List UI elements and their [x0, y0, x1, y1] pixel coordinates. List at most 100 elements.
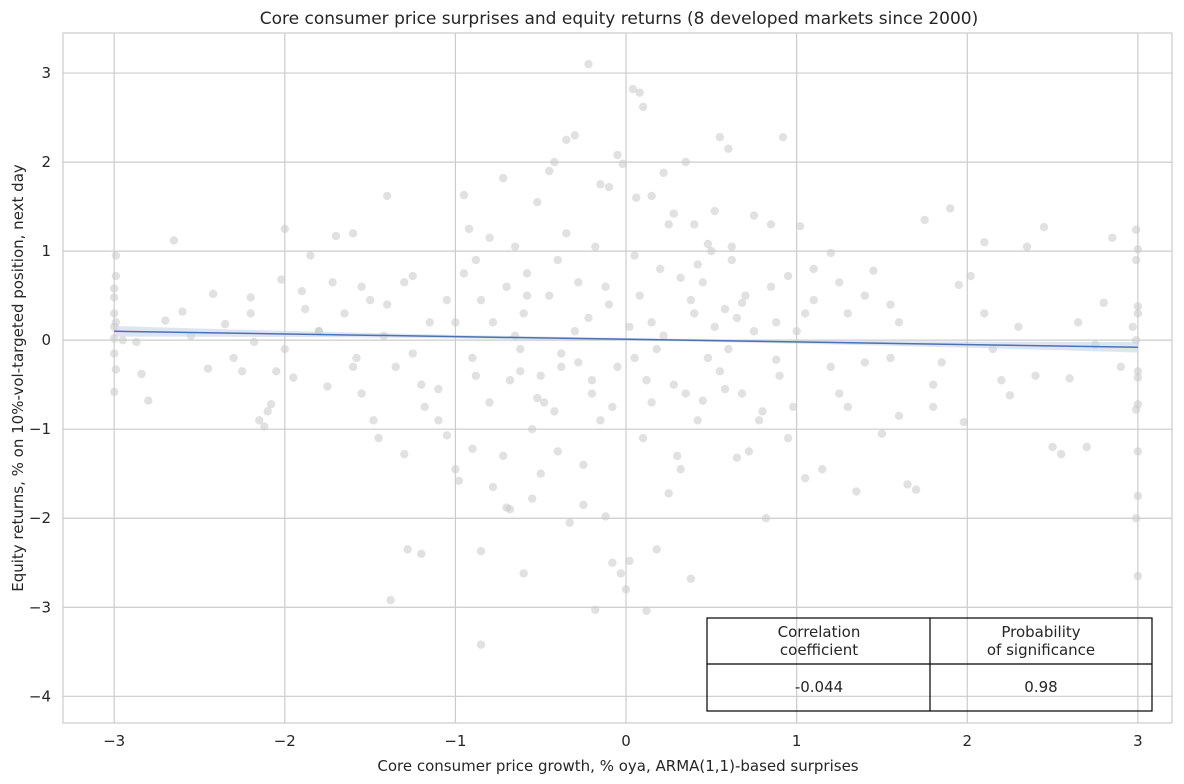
- scatter-point: [519, 569, 528, 578]
- scatter-point: [357, 282, 366, 291]
- scatter-point: [1073, 318, 1083, 327]
- scatter-point: [826, 248, 835, 258]
- scatter-point: [766, 282, 776, 291]
- scatter-point: [737, 389, 747, 398]
- scatter-point: [237, 367, 247, 376]
- scatter-point: [420, 402, 429, 412]
- scatter-point: [468, 444, 477, 453]
- stats-table-header-correlation: Correlation coefficient: [778, 623, 861, 659]
- scatter-point: [795, 222, 805, 231]
- y-tick-label: 1: [41, 242, 51, 260]
- scatter-point: [860, 358, 870, 367]
- scatter-point: [570, 131, 580, 140]
- scatter-point: [203, 364, 213, 373]
- scatter-point: [451, 465, 460, 474]
- y-tick-label: −4: [29, 687, 51, 705]
- scatter-point: [562, 135, 571, 145]
- scatter-point: [635, 291, 644, 300]
- scatter-point: [451, 318, 460, 327]
- scatter-point: [488, 482, 498, 492]
- scatter-point: [681, 157, 690, 167]
- scatter-point: [574, 358, 583, 367]
- scatter-point: [579, 500, 588, 510]
- scatter-point: [860, 291, 870, 300]
- scatter-point: [903, 480, 912, 489]
- scatter-point: [340, 309, 349, 318]
- scatter-point: [442, 295, 452, 305]
- y-tick-label: −2: [29, 509, 51, 527]
- scatter-point: [519, 309, 528, 318]
- scatter-point: [587, 376, 597, 385]
- scatter-point: [280, 224, 289, 234]
- scatter-point: [442, 431, 452, 440]
- scatter-point: [161, 316, 170, 325]
- scatter-point: [505, 505, 515, 514]
- scatter-point: [417, 549, 426, 559]
- scatter-point: [476, 640, 486, 649]
- scatter-point: [596, 180, 605, 189]
- scatter-point: [1099, 298, 1108, 307]
- stats-table: Correlation coefficient Probability of sig…: [706, 617, 1153, 712]
- scatter-point: [584, 59, 593, 69]
- scatter-point: [584, 313, 593, 323]
- scatter-point: [249, 337, 259, 347]
- scatter-point: [681, 389, 690, 398]
- scatter-point: [727, 255, 737, 265]
- scatter-point: [655, 264, 665, 274]
- scatter-point: [408, 271, 417, 281]
- scatter-point: [676, 273, 685, 283]
- scatter-point: [1131, 255, 1141, 265]
- scatter-point: [403, 545, 412, 554]
- scatter-point: [556, 362, 566, 372]
- scatter-point: [498, 173, 508, 183]
- scatter-point: [400, 278, 409, 287]
- scatter-point: [1005, 391, 1015, 400]
- y-tick-labels: −4 −3 −2 −1 0 1 2 3: [29, 64, 51, 705]
- scatter-point: [178, 307, 187, 316]
- scatter-point: [621, 585, 631, 594]
- chart-title: Core consumer price surprises and equity…: [260, 9, 978, 29]
- y-tick-label: 3: [41, 64, 51, 82]
- scatter-point: [297, 286, 307, 296]
- scatter-point: [749, 327, 759, 336]
- scatter-point: [741, 291, 750, 300]
- scatter-point: [724, 344, 733, 354]
- scatter-point: [1133, 571, 1143, 581]
- scatter-point: [476, 295, 486, 305]
- scatter-point: [132, 337, 141, 347]
- stats-table-value-correlation: -0.044: [795, 678, 843, 696]
- scatter-point: [522, 269, 532, 278]
- scatter-point: [604, 182, 614, 192]
- scatter-point: [1133, 302, 1143, 311]
- scatter-point: [587, 389, 597, 398]
- scatter-point: [608, 558, 617, 567]
- stats-table-header-probability: Probability of significance: [987, 623, 1095, 659]
- scatter-point: [693, 416, 702, 425]
- scatter-point: [693, 260, 702, 269]
- scatter-point: [434, 416, 443, 425]
- scatter-point: [348, 362, 358, 372]
- scatter-point: [255, 416, 264, 425]
- scatter-point: [109, 387, 119, 396]
- scatter-point: [642, 606, 651, 616]
- scatter-point: [869, 266, 878, 275]
- scatter-point: [382, 191, 392, 201]
- scatter-point: [608, 402, 617, 412]
- scatter-point: [1133, 373, 1143, 382]
- scatter-point: [715, 367, 725, 376]
- scatter-point: [417, 380, 426, 389]
- scatter-point: [144, 396, 153, 405]
- scatter-point: [886, 353, 895, 363]
- scatter-point: [783, 271, 793, 281]
- x-tick-labels: −3 −2 −1 0 1 2 3: [103, 732, 1143, 750]
- scatter-point: [386, 595, 395, 605]
- scatter-point: [502, 282, 511, 291]
- scatter-point: [1133, 491, 1143, 501]
- scatter-point: [516, 367, 525, 376]
- scatter-point: [749, 211, 759, 220]
- scatter-point: [638, 433, 648, 443]
- scatter-point: [758, 407, 767, 416]
- scatter-point: [536, 469, 545, 478]
- x-tick-label: 1: [792, 732, 802, 750]
